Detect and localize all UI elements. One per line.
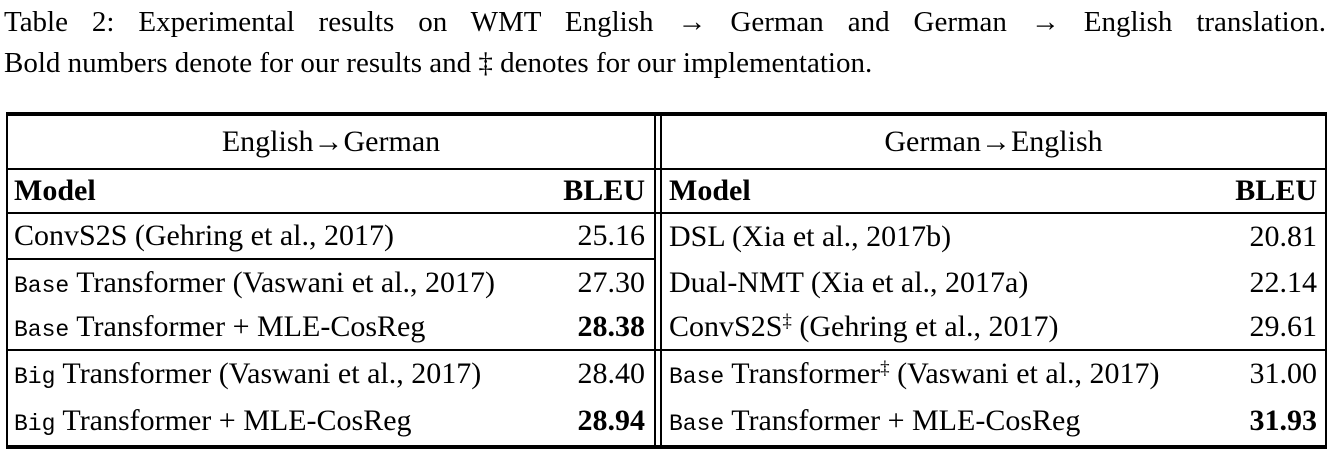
- dagger-mark: ‡: [782, 311, 792, 332]
- bleu-value: 28.38: [577, 310, 646, 343]
- model-prefix: Base: [669, 411, 725, 437]
- right-direction-header: German→English: [662, 116, 1325, 170]
- column-divider: [654, 116, 662, 170]
- bleu-value: 28.94: [577, 404, 646, 437]
- dagger-mark: ‡: [880, 358, 890, 379]
- model-text: DSL (Xia et al., 2017b): [669, 220, 952, 253]
- model-prefix: Big: [14, 364, 56, 390]
- table-row-left-1: ConvS2S (Gehring et al., 2017) 25.16: [8, 214, 654, 260]
- left-bleu-header: BLEU: [563, 174, 645, 207]
- model-text: Transformer (Vaswani et al., 2017): [62, 357, 482, 390]
- model-name: DSL (Xia et al., 2017b): [669, 220, 951, 254]
- model-name: ConvS2S‡ (Gehring et al., 2017): [669, 310, 1058, 344]
- table-row-right-1: DSL (Xia et al., 2017b) 20.81: [662, 214, 1325, 260]
- left-direction-header: English→German: [8, 116, 654, 170]
- bleu-value: 29.61: [1249, 310, 1318, 343]
- model-name: Base Transformer‡ (Vaswani et al., 2017): [669, 357, 1160, 391]
- column-divider: [654, 260, 662, 305]
- model-citation: (Gehring et al., 2017): [791, 310, 1059, 343]
- model-name: ConvS2S (Gehring et al., 2017): [14, 219, 394, 253]
- caption-line-2: Bold numbers denote for our results and …: [4, 47, 873, 79]
- model-prefix: Base: [14, 317, 70, 343]
- column-divider: [654, 170, 662, 214]
- model-name: Big Transformer + MLE-CosReg: [14, 404, 412, 438]
- left-column-header-row: Model BLEU: [8, 170, 654, 214]
- table-row-left-4: Big Transformer (Vaswani et al., 2017) 28…: [8, 351, 654, 397]
- model-prefix: Base: [14, 272, 70, 299]
- model-name: Big Transformer (Vaswani et al., 2017): [14, 357, 481, 391]
- bleu-value: 20.81: [1249, 220, 1318, 253]
- column-divider: [654, 214, 662, 260]
- model-text: Transformer + MLE-CosReg: [731, 404, 1081, 437]
- model-prefix: Base: [669, 364, 725, 390]
- model-text: ConvS2S (Gehring et al., 2017): [14, 219, 394, 252]
- model-text: ConvS2S: [669, 310, 783, 343]
- bleu-value: 22.14: [1249, 265, 1318, 299]
- table-row-left-3: Base Transformer + MLE-CosReg 28.38: [8, 305, 654, 351]
- model-prefix: Big: [14, 411, 56, 437]
- table-row-right-2: Dual-NMT (Xia et al., 2017a) 22.14: [662, 260, 1325, 305]
- bleu-value: 31.93: [1249, 404, 1318, 437]
- model-name: Base Transformer (Vaswani et al., 2017): [14, 266, 495, 300]
- table-row-right-5: Base Transformer + MLE-CosReg 31.93: [662, 397, 1325, 445]
- right-model-header: Model: [669, 174, 751, 207]
- caption-line-1: Table 2: Experimental results on WMT Eng…: [4, 6, 1326, 38]
- results-table: English→German German→English Model BLEU…: [6, 112, 1327, 449]
- right-bleu-header: BLEU: [1235, 174, 1317, 207]
- model-text: Dual-NMT (Xia et al., 2017a): [669, 265, 1029, 299]
- model-text: Transformer + MLE-CosReg: [76, 310, 426, 343]
- bleu-value: 27.30: [577, 265, 646, 299]
- left-model-header: Model: [14, 174, 96, 207]
- table-row-right-4: Base Transformer‡ (Vaswani et al., 2017) …: [662, 351, 1325, 397]
- model-text: Transformer (Vaswani et al., 2017): [76, 265, 496, 299]
- table-row-left-5: Big Transformer + MLE-CosReg 28.94: [8, 397, 654, 445]
- bleu-value: 31.00: [1249, 357, 1318, 390]
- bleu-value: 28.40: [577, 357, 646, 390]
- column-divider: [654, 397, 662, 445]
- table-caption: Table 2: Experimental results on WMT Eng…: [4, 2, 1326, 84]
- model-name: Base Transformer + MLE-CosReg: [669, 404, 1080, 438]
- model-citation: (Vaswani et al., 2017): [889, 357, 1160, 390]
- column-divider: [654, 351, 662, 397]
- right-column-header-row: Model BLEU: [662, 170, 1325, 214]
- model-name: Dual-NMT (Xia et al., 2017a): [669, 266, 1028, 300]
- model-name: Base Transformer + MLE-CosReg: [14, 310, 425, 344]
- table-row-right-3: ConvS2S‡ (Gehring et al., 2017) 29.61: [662, 305, 1325, 351]
- model-text: Transformer: [731, 357, 881, 390]
- column-divider: [654, 305, 662, 351]
- bleu-value: 25.16: [577, 219, 646, 252]
- model-text: Transformer + MLE-CosReg: [62, 404, 412, 437]
- table-row-left-2: Base Transformer (Vaswani et al., 2017) 2…: [8, 260, 654, 305]
